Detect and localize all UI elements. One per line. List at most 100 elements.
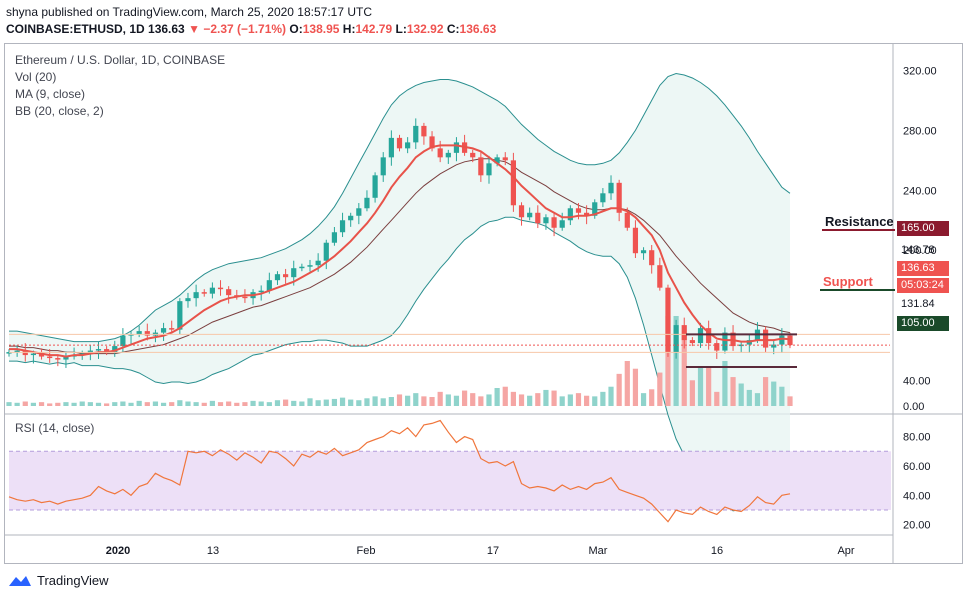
time-tick-label: Apr bbox=[837, 545, 854, 557]
volume-bar bbox=[274, 400, 281, 406]
candle-body bbox=[437, 148, 443, 158]
volume-bar bbox=[152, 401, 159, 406]
volume-bar bbox=[209, 400, 215, 406]
rsi-tick-label: 60.00 bbox=[903, 461, 931, 473]
volume-bar bbox=[226, 401, 232, 406]
volume-bar bbox=[697, 366, 704, 406]
volume-bar bbox=[185, 401, 191, 406]
volume-bar bbox=[762, 377, 769, 406]
volume-bar bbox=[299, 401, 305, 406]
rsi-line bbox=[8, 419, 791, 523]
volume-bar bbox=[461, 390, 468, 406]
volume-tick-label: 40.00 bbox=[903, 375, 931, 387]
candle-body bbox=[771, 344, 777, 348]
candle-body bbox=[55, 358, 61, 360]
candle-body bbox=[315, 260, 321, 266]
footer-brand: TradingView bbox=[37, 573, 109, 588]
bollinger-upper-line bbox=[9, 72, 791, 343]
bollinger-basis-line bbox=[9, 158, 791, 355]
volume-bar bbox=[38, 402, 45, 406]
candle-body bbox=[136, 331, 142, 335]
volume-bar bbox=[689, 380, 695, 406]
candle-body bbox=[47, 356, 53, 359]
volume-bar bbox=[71, 402, 77, 406]
candle-body bbox=[706, 328, 712, 344]
volume-bar bbox=[22, 401, 28, 406]
volume-bar bbox=[55, 402, 61, 406]
candle-body bbox=[689, 340, 695, 344]
volume-bar bbox=[323, 399, 329, 406]
last-price-label: 136.63 bbox=[897, 261, 949, 276]
rsi-band-fill bbox=[9, 451, 891, 510]
candle-body bbox=[299, 266, 305, 269]
candle-body bbox=[762, 329, 769, 348]
volume-bar bbox=[657, 372, 663, 406]
time-tick-label: Feb bbox=[357, 545, 376, 557]
candle-body bbox=[624, 212, 630, 228]
volume-bar bbox=[771, 381, 777, 406]
candle-body bbox=[226, 289, 232, 296]
volume-bar bbox=[624, 361, 630, 406]
price-tick-label: 240.00 bbox=[903, 185, 937, 197]
volume-bar bbox=[722, 361, 728, 406]
volume-bar bbox=[63, 402, 69, 406]
candle-body bbox=[665, 287, 671, 353]
time-tick-label: Mar bbox=[589, 545, 608, 557]
volume-bar bbox=[518, 394, 525, 406]
volume-bar bbox=[217, 402, 224, 406]
candle-body bbox=[348, 215, 354, 221]
resistance-price-label: 165.00 bbox=[897, 221, 949, 236]
volume-bar bbox=[681, 335, 687, 406]
candle-body bbox=[6, 352, 12, 354]
volume-bar bbox=[413, 393, 419, 406]
volume-bar bbox=[79, 401, 85, 406]
volume-bar bbox=[169, 402, 175, 406]
volume-bar bbox=[445, 394, 451, 406]
chart-frame[interactable] bbox=[4, 43, 963, 564]
publish-info: shyna published on TradingView.com, Marc… bbox=[6, 5, 372, 19]
last-price: 136.63 bbox=[148, 22, 185, 36]
rsi-tick-label: 80.00 bbox=[903, 432, 931, 444]
volume-bar bbox=[331, 398, 338, 406]
volume-bar bbox=[315, 400, 321, 406]
volume-bar bbox=[453, 395, 460, 406]
low-label: L: bbox=[395, 22, 407, 36]
volume-bar bbox=[30, 402, 37, 406]
volume-bar bbox=[364, 398, 370, 406]
candle-body bbox=[104, 349, 110, 353]
volume-bar bbox=[738, 383, 744, 406]
volume-bar bbox=[437, 391, 443, 406]
volume-bar bbox=[470, 393, 476, 406]
price-tick-label: 320.00 bbox=[903, 65, 937, 77]
candle-body bbox=[722, 332, 728, 351]
volume-bar bbox=[746, 389, 752, 406]
candle-body bbox=[608, 182, 614, 194]
candle-body bbox=[95, 349, 102, 351]
price-tick-label: 280.00 bbox=[903, 125, 937, 137]
volume-bar bbox=[372, 396, 378, 406]
volume-bar bbox=[616, 373, 622, 406]
candle-body bbox=[640, 250, 647, 254]
volume-bar bbox=[665, 316, 671, 406]
symbol-label: COINBASE:ETHUSD, 1D bbox=[6, 22, 145, 36]
candle-body bbox=[649, 250, 655, 266]
volume-bar bbox=[136, 400, 142, 406]
tradingview-logo[interactable]: TradingView bbox=[8, 573, 109, 588]
volume-bar bbox=[494, 388, 500, 406]
legend-bb: BB (20, close, 2) bbox=[15, 104, 104, 118]
high-label: H: bbox=[342, 22, 356, 36]
candle-body bbox=[673, 325, 679, 353]
candle-body bbox=[396, 137, 403, 149]
candle-body bbox=[616, 182, 622, 213]
candle-body bbox=[494, 157, 500, 164]
candle-body bbox=[380, 157, 386, 176]
legend-rsi: RSI (14, close) bbox=[15, 421, 95, 435]
candle-body bbox=[388, 137, 394, 158]
volume-bar bbox=[405, 395, 411, 406]
candle-body bbox=[559, 220, 565, 228]
time-tick-label: 2020 bbox=[106, 545, 130, 557]
candle-body bbox=[120, 335, 126, 347]
candle-body bbox=[274, 274, 281, 281]
volume-bar bbox=[673, 316, 679, 406]
